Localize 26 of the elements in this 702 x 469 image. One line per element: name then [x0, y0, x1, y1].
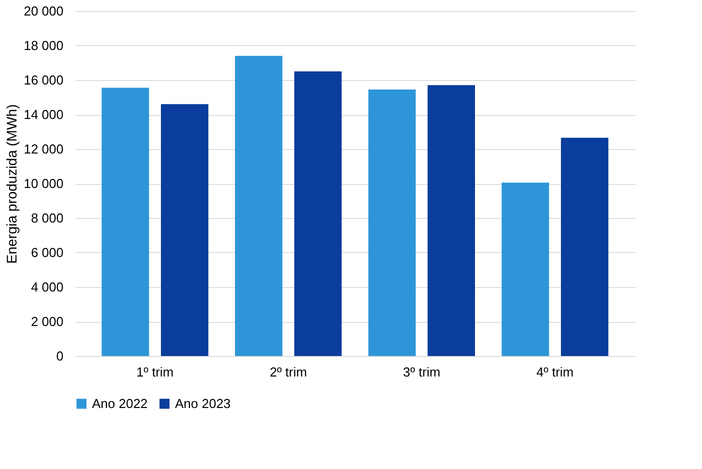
y-tick-label: 6 000 [30, 245, 64, 260]
bar [294, 71, 342, 356]
y-tick-label: 14 000 [24, 107, 64, 122]
y-tick-label: 10 000 [24, 176, 64, 191]
y-tick-label: 20 000 [24, 4, 64, 18]
y-tick-label: 2 000 [30, 314, 64, 329]
legend-label: Ano 2023 [175, 396, 231, 411]
y-tick-label: 12 000 [24, 142, 64, 156]
y-tick-label: 8 000 [30, 210, 64, 226]
bar [160, 104, 208, 356]
bar [560, 138, 608, 356]
bar [235, 56, 282, 356]
x-tick-label: 4º trim [536, 364, 574, 380]
y-tick-label: 18 000 [24, 38, 64, 53]
y-tick-label: 0 [56, 348, 64, 364]
bar [502, 182, 550, 356]
y-tick-label: 4 000 [30, 280, 64, 294]
legend-label: Ano 2022 [92, 396, 148, 411]
x-tick-label: 3º trim [403, 364, 440, 380]
x-tick-label: 1º trim [136, 364, 174, 380]
x-tick-label: 2º trim [270, 364, 307, 380]
y-tick-label: 16 000 [24, 72, 64, 88]
bar [368, 89, 416, 356]
bar [102, 88, 150, 356]
y-axis-title: Energia produzida (MWh) [4, 104, 20, 264]
bar [428, 85, 475, 356]
